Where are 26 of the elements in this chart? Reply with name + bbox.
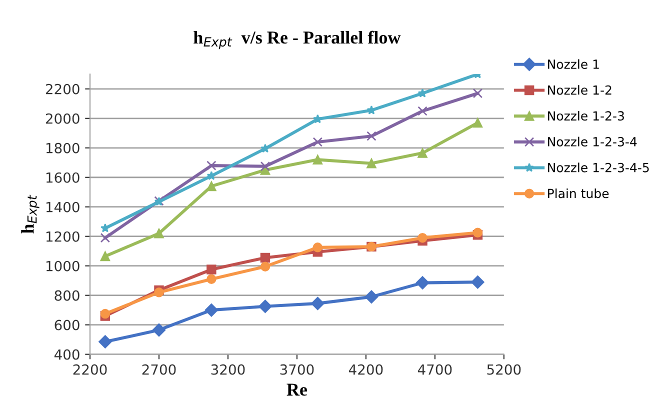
legend-label: Nozzle 1-2	[548, 85, 612, 95]
legend-label: Nozzle 1-2-3-4	[548, 136, 637, 146]
x-tick-label: 4200	[348, 364, 383, 375]
y-tick-label: 400	[54, 349, 80, 360]
y-tick-label: 800	[54, 290, 80, 301]
y-tick-label: 2200	[46, 84, 80, 94]
y-tick-label: 1000	[46, 260, 80, 272]
x-tick-label: 2200	[73, 364, 107, 375]
y-tick-label: 2000	[46, 113, 80, 124]
x-axis-title: Re	[286, 384, 308, 396]
y-tick-label: 1200	[46, 231, 80, 242]
chart-title: h$_{Expt}$ v/s Re - Parallel flow	[194, 30, 401, 50]
x-tick-label: 2700	[142, 364, 176, 375]
y-axis-title: h$_{Expt}$	[21, 194, 40, 234]
x-tick-label: 5200	[487, 364, 521, 375]
y-tick-label: 1600	[46, 172, 80, 183]
legend-label: Nozzle 1	[548, 59, 599, 69]
y-tick-label: 1400	[46, 202, 80, 212]
x-tick-label: 4700	[418, 364, 452, 375]
y-tick-label: 1800	[46, 142, 80, 154]
legend-label: Nozzle 1-2-3-4-5	[548, 162, 649, 172]
x-tick-label: 3700	[280, 364, 314, 375]
x-tick-label: 3200	[211, 364, 245, 375]
y-tick-label: 600	[54, 320, 80, 330]
legend-label: Plain tube	[548, 188, 609, 198]
legend-label: Nozzle 1-2-3	[548, 110, 624, 121]
